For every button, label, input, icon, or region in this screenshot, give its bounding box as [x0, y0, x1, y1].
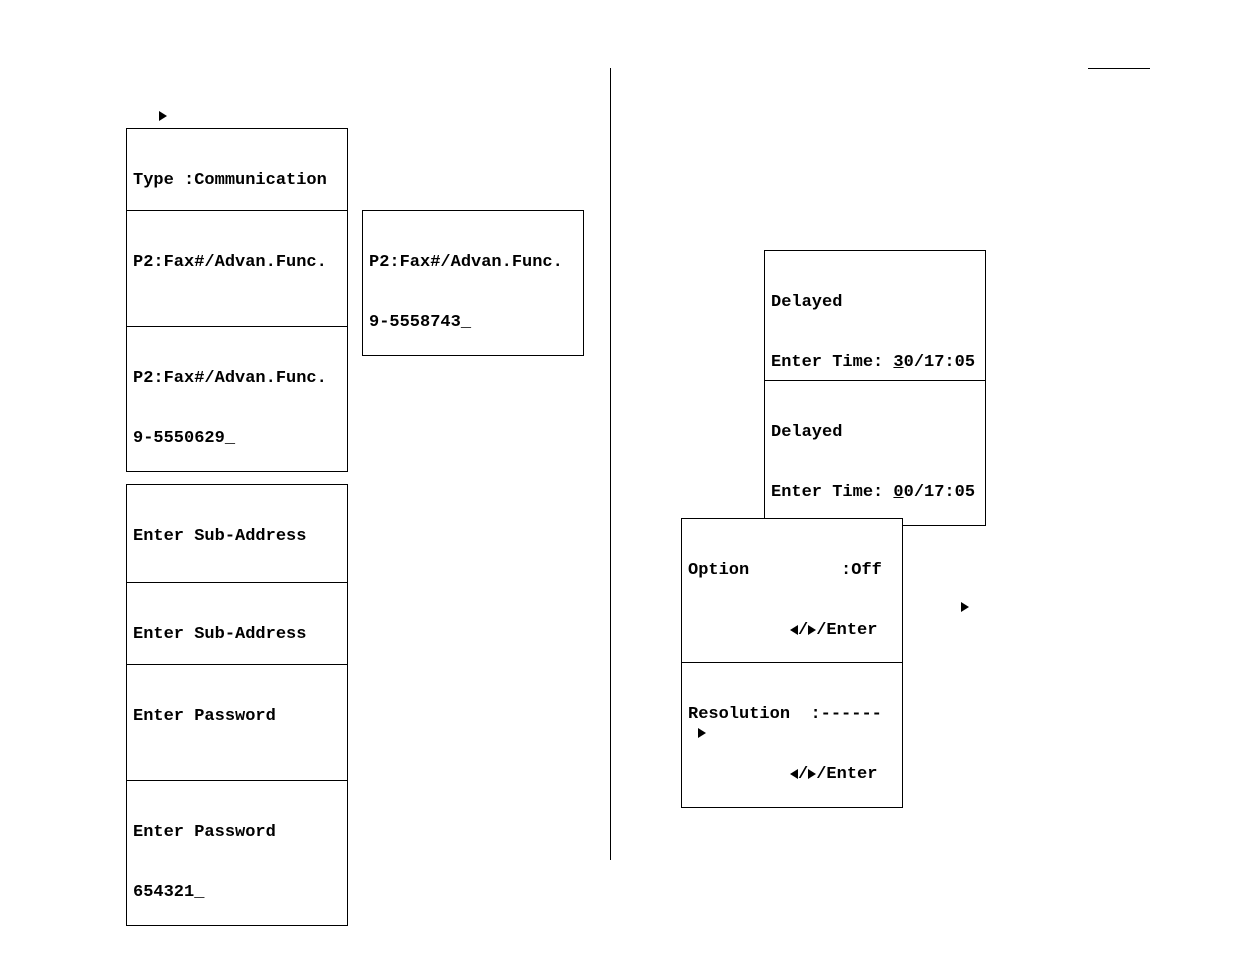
chevron-right-icon	[698, 724, 706, 742]
lcd-p2-fax-5550629: P2:Fax#/Advan.Func. 9-5550629_	[126, 326, 348, 472]
enter-time-cursor-digit: 3	[893, 353, 903, 372]
lcd-line: Enter Password	[133, 707, 341, 727]
lcd-line: P2:Fax#/Advan.Func.	[133, 253, 341, 273]
lcd-line: Resolution :------	[688, 705, 896, 725]
enter-time-prefix: Enter Time:	[771, 483, 893, 502]
lcd-line: P2:Fax#/Advan.Func.	[369, 253, 577, 273]
chevron-left-icon	[790, 769, 798, 779]
type-value: Communication	[194, 171, 327, 190]
chevron-right-icon	[961, 598, 969, 616]
enter-time-prefix: Enter Time:	[771, 353, 893, 372]
lcd-delayed-30: Delayed Enter Time: 30/17:05	[764, 250, 986, 396]
lcd-line: Delayed	[771, 423, 979, 443]
lcd-password-654321: Enter Password 654321_	[126, 780, 348, 926]
enter-time-suffix: 0/17:05	[904, 483, 975, 502]
resolution-value: :------	[810, 705, 881, 724]
enter-time-suffix: 0/17:05	[904, 353, 975, 372]
option-value: :Off	[841, 561, 882, 580]
lcd-resolution: Resolution :------ / /Enter	[681, 662, 903, 808]
lcd-line: Enter Time: 00/17:05	[771, 483, 979, 503]
lcd-p2-fax-5558743: P2:Fax#/Advan.Func. 9-5558743_	[362, 210, 584, 356]
page-header-rule	[1088, 68, 1150, 69]
lcd-line: Enter Sub-Address	[133, 625, 341, 645]
lcd-line: Enter Password	[133, 823, 341, 843]
column-divider	[610, 68, 611, 860]
lcd-line: Type :Communication	[133, 171, 341, 191]
option-label: Option	[688, 561, 749, 580]
lcd-line: 9-5558743_	[369, 313, 577, 333]
lcd-delayed-00: Delayed Enter Time: 00/17:05	[764, 380, 986, 526]
lcd-line: 654321_	[133, 883, 341, 903]
lcd-line: Enter Time: 30/17:05	[771, 353, 979, 373]
lcd-line: P2:Fax#/Advan.Func.	[133, 369, 341, 389]
enter-time-cursor-digit: 0	[893, 483, 903, 502]
resolution-label: Resolution	[688, 705, 790, 724]
chevron-right-icon	[159, 107, 167, 125]
lcd-line: Option :Off	[688, 561, 896, 581]
lcd-line: Delayed	[771, 293, 979, 313]
lcd-line: 9-5550629_	[133, 429, 341, 449]
lcd-option-off: Option :Off / /Enter	[681, 518, 903, 664]
lcd-line: Enter Sub-Address	[133, 527, 341, 547]
nav-enter-label: /Enter	[816, 765, 877, 784]
chevron-left-icon	[790, 625, 798, 635]
lcd-nav-line: / /Enter	[688, 621, 896, 641]
type-label: Type :	[133, 171, 194, 190]
nav-slash: /	[798, 765, 808, 784]
lcd-nav-line: / /Enter	[688, 765, 896, 785]
nav-enter-label: /Enter	[816, 621, 877, 640]
nav-slash: /	[798, 621, 808, 640]
